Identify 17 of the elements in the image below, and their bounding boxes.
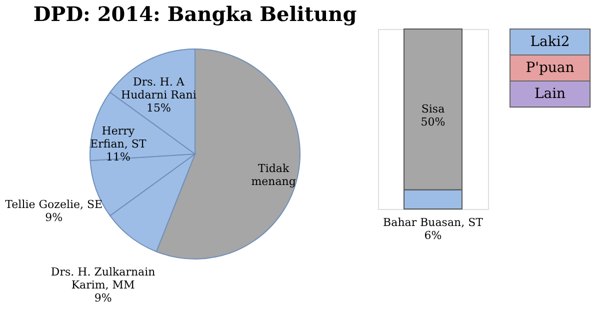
data-label: 9% [94,292,112,305]
data-label: 50% [420,115,446,128]
slice-label: Tidak menang [251,162,296,188]
slice-label: Tellie Gozelie, SE [5,198,103,211]
category-label: P'puan [526,60,574,76]
category-label: Laki2 [530,34,570,50]
slice-label: Drs. H. Zulkarnain Karim, MM [50,266,156,292]
category-label: Lain [534,86,566,102]
chart-title: DPD: 2014: Bangka Belitung [33,2,357,26]
data-label: 9% [45,210,63,224]
slice-label: Drs. H. A Hudarni Rani [121,76,197,102]
series-label: Sisa [421,102,446,116]
data-label: 15% [146,102,171,115]
data-label: 11% [106,150,130,164]
data-label: 6% [424,229,442,242]
slice-label: Herry Erfian, ST [90,124,147,151]
series-label: Bahar Buasan, ST [383,216,484,229]
